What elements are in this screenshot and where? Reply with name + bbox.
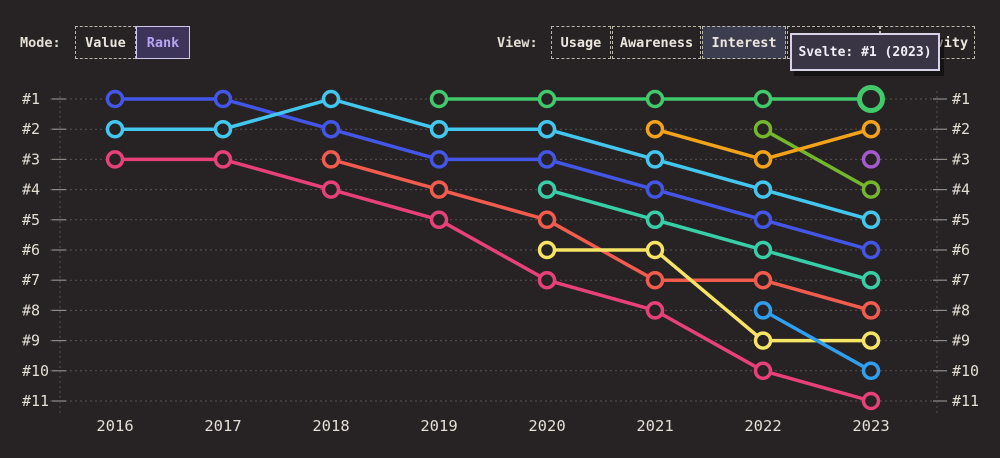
- x-axis-label-2020: 2020: [528, 417, 565, 435]
- y-axis-label-right: #6: [952, 241, 970, 259]
- data-point-yellow-line-2020[interactable]: [537, 240, 557, 260]
- data-point-royal-blue-line-2023[interactable]: [861, 240, 881, 260]
- data-point-orange-line-2022[interactable]: [753, 150, 773, 169]
- data-point-rose-pink-line-2022[interactable]: [753, 361, 773, 381]
- data-point-rose-pink-line-2016[interactable]: [105, 150, 125, 169]
- data-point-cyan-line-2021[interactable]: [645, 150, 665, 169]
- data-point-rose-pink-line-2018[interactable]: [321, 180, 341, 199]
- data-point-svelte-green-line-2023-highlighted[interactable]: [857, 85, 885, 113]
- data-point-royal-blue-line-2017[interactable]: [213, 89, 233, 109]
- data-point-royal-blue-line-2022[interactable]: [753, 210, 773, 230]
- data-point-coral-red-line-2018[interactable]: [321, 150, 341, 169]
- data-point-rose-pink-line-2021[interactable]: [645, 301, 665, 320]
- x-axis-label-2017: 2017: [204, 417, 241, 435]
- view-button-usage[interactable]: Usage: [551, 26, 611, 59]
- data-point-lime-green-line-2023[interactable]: [861, 180, 881, 199]
- mode-button-value[interactable]: Value: [75, 26, 136, 59]
- data-point-svelte-green-line-2020[interactable]: [537, 89, 557, 109]
- data-point-cyan-line-2023[interactable]: [861, 210, 881, 230]
- data-point-cyan-line-2018[interactable]: [321, 89, 341, 109]
- y-axis-label-right: #4: [952, 181, 970, 199]
- x-axis-label-2022: 2022: [744, 417, 781, 435]
- series-line-royal-blue-line[interactable]: [113, 97, 873, 252]
- series-line-coral-red-line[interactable]: [329, 157, 873, 313]
- y-axis-label-left: #3: [22, 150, 40, 168]
- y-axis-label-right: #10: [952, 362, 979, 380]
- data-point-teal-line-2023[interactable]: [861, 270, 881, 290]
- y-axis-label-left: #1: [22, 90, 40, 108]
- data-point-yellow-line-2023[interactable]: [861, 331, 881, 350]
- data-point-cyan-line-2017[interactable]: [213, 119, 233, 139]
- data-point-orange-line-2023[interactable]: [861, 119, 881, 139]
- data-point-svelte-green-line-2022[interactable]: [753, 89, 773, 109]
- x-axis-label-2016: 2016: [96, 417, 133, 435]
- y-axis-label-left: #9: [22, 332, 40, 350]
- chart-tooltip: Svelte: #1 (2023): [790, 33, 940, 71]
- y-axis-label-left: #5: [22, 211, 40, 229]
- data-point-coral-red-line-2022[interactable]: [753, 270, 773, 290]
- y-axis-label-right: #8: [952, 301, 970, 319]
- y-axis-label-left: #6: [22, 241, 40, 259]
- y-axis-label-left: #10: [22, 362, 49, 380]
- data-point-teal-line-2020[interactable]: [537, 180, 557, 199]
- x-axis-label-2021: 2021: [636, 417, 673, 435]
- y-axis-label-right: #7: [952, 271, 970, 289]
- x-axis-label-2019: 2019: [420, 417, 457, 435]
- y-axis-label-left: #2: [22, 120, 40, 138]
- series-line-rose-pink-line[interactable]: [113, 157, 873, 403]
- mode-label: Mode:: [20, 34, 61, 51]
- y-axis-label-right: #2: [952, 120, 970, 138]
- y-axis-label-right: #5: [952, 211, 970, 229]
- view-button-interest[interactable]: Interest: [702, 26, 786, 59]
- data-point-royal-blue-line-2021[interactable]: [645, 180, 665, 199]
- series-line-cyan-line[interactable]: [113, 97, 873, 222]
- y-axis-label-left: #11: [22, 392, 49, 410]
- data-point-coral-red-line-2023[interactable]: [861, 301, 881, 320]
- data-point-royal-blue-line-2018[interactable]: [321, 119, 341, 139]
- data-point-rose-pink-line-2017[interactable]: [213, 150, 233, 169]
- data-point-orange-line-2021[interactable]: [645, 119, 665, 139]
- data-point-rose-pink-line-2020[interactable]: [537, 270, 557, 290]
- data-point-teal-line-2022[interactable]: [753, 240, 773, 260]
- data-point-teal-line-2021[interactable]: [645, 210, 665, 230]
- x-axis-label-2018: 2018: [312, 417, 349, 435]
- data-point-cyan-line-2022[interactable]: [753, 180, 773, 199]
- data-point-royal-blue-line-2019[interactable]: [429, 150, 449, 169]
- data-point-svelte-green-line-2021[interactable]: [645, 89, 665, 109]
- data-point-cyan-line-2016[interactable]: [105, 119, 125, 139]
- data-point-coral-red-line-2021[interactable]: [645, 270, 665, 290]
- data-point-cyan-line-2020[interactable]: [537, 119, 557, 139]
- data-point-purple-line-2023[interactable]: [861, 150, 881, 169]
- data-point-rose-pink-line-2019[interactable]: [429, 210, 449, 230]
- view-label: View:: [497, 34, 538, 51]
- data-point-cyan-line-2019[interactable]: [429, 119, 449, 139]
- data-point-coral-red-line-2020[interactable]: [537, 210, 557, 230]
- mode-button-rank[interactable]: Rank: [136, 26, 190, 59]
- y-axis-label-left: #7: [22, 271, 40, 289]
- data-point-lime-green-line-2022[interactable]: [753, 119, 773, 139]
- y-axis-label-right: #11: [952, 392, 979, 410]
- data-point-yellow-line-2022[interactable]: [753, 331, 773, 350]
- y-axis-label-left: #4: [22, 181, 40, 199]
- data-point-yellow-line-2021[interactable]: [645, 240, 665, 260]
- data-point-royal-blue-line-2020[interactable]: [537, 150, 557, 169]
- data-point-rose-pink-line-2023[interactable]: [861, 391, 881, 411]
- data-point-sky-blue-line-2023[interactable]: [861, 361, 881, 381]
- y-axis-label-right: #9: [952, 332, 970, 350]
- data-point-svelte-green-line-2019[interactable]: [429, 89, 449, 109]
- series-line-lime-green-line[interactable]: [761, 127, 873, 192]
- series-line-sky-blue-line[interactable]: [761, 308, 873, 373]
- y-axis-label-right: #1: [952, 90, 970, 108]
- data-point-royal-blue-line-2016[interactable]: [105, 89, 125, 109]
- y-axis-label-left: #8: [22, 301, 40, 319]
- series-line-teal-line[interactable]: [545, 187, 873, 282]
- data-point-sky-blue-line-2022[interactable]: [753, 301, 773, 320]
- view-button-awareness[interactable]: Awareness: [612, 26, 701, 59]
- y-axis-label-right: #3: [952, 150, 970, 168]
- data-point-coral-red-line-2019[interactable]: [429, 180, 449, 199]
- x-axis-label-2023: 2023: [852, 417, 889, 435]
